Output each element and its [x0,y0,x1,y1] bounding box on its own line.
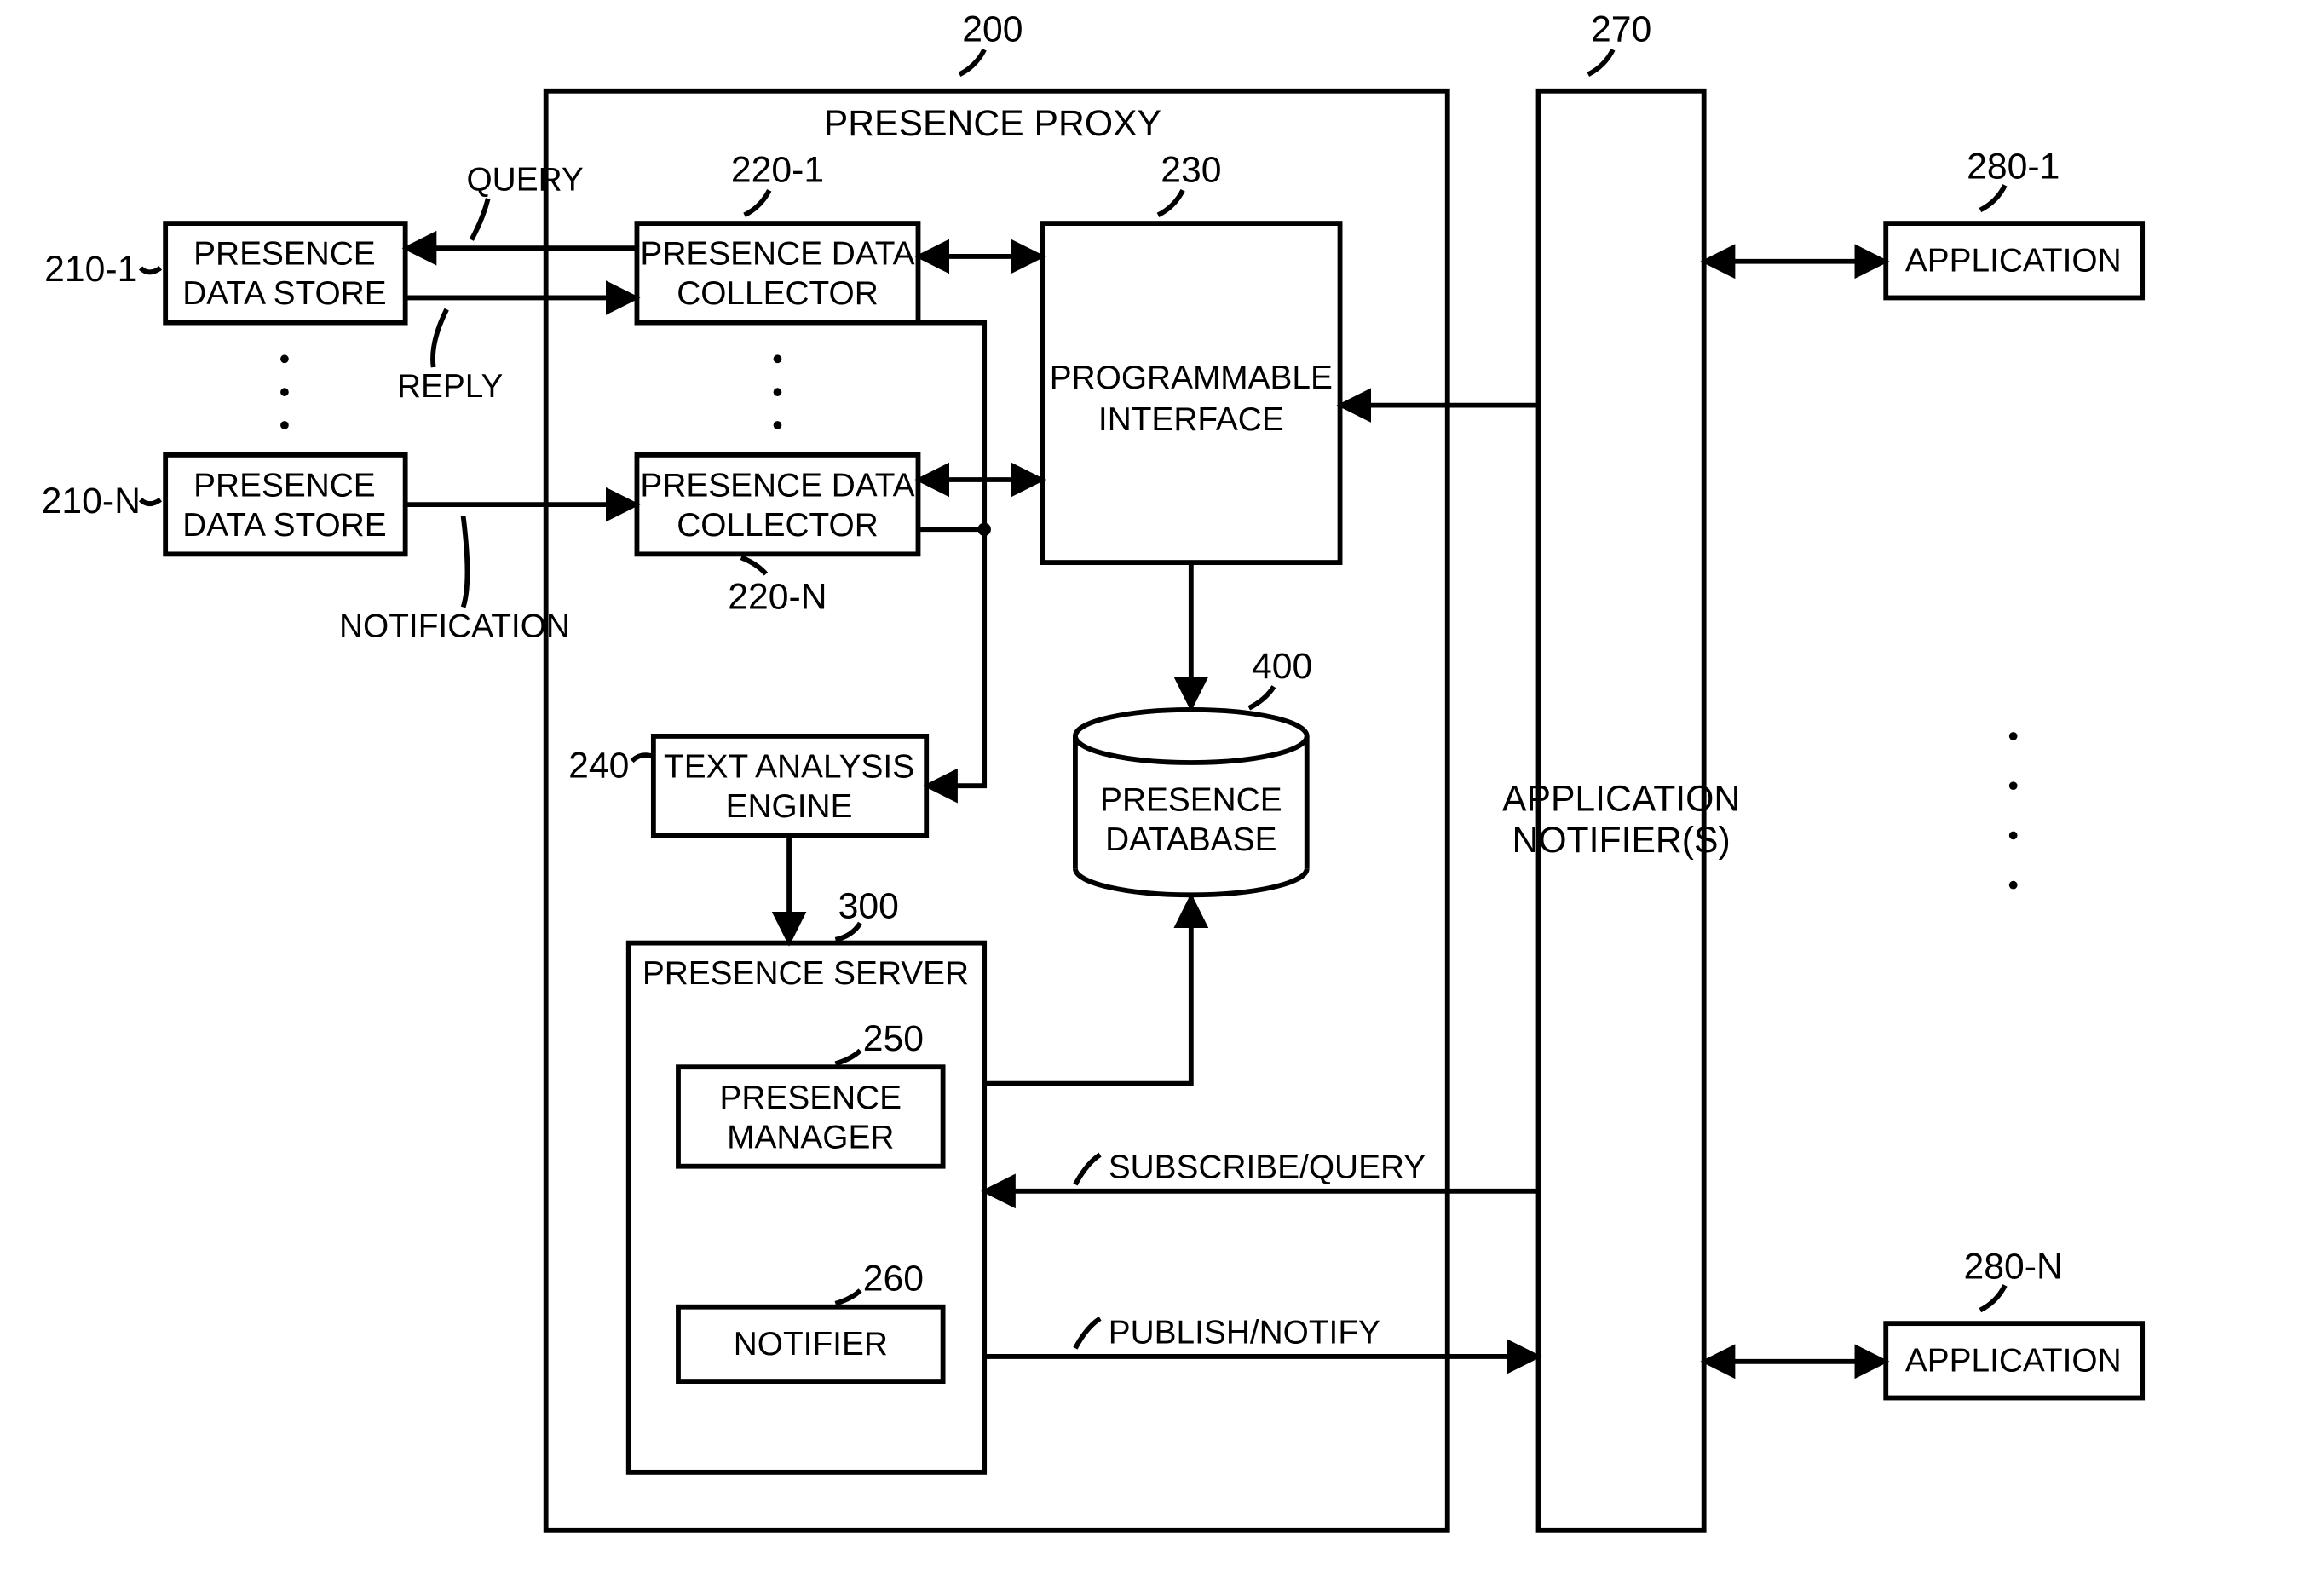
dots-ds [280,354,289,363]
dots-app [2009,832,2018,840]
leader-270 [1588,49,1613,74]
dots-app [2009,881,2018,890]
leader-210-1 [141,268,160,273]
edge-subscribe-label: SUBSCRIBE/QUERY [1109,1149,1426,1185]
ref-300: 300 [838,885,899,926]
leader-240 [632,755,652,761]
leader-230 [1158,190,1183,215]
prog-iface-a: PROGRAMMABLE [1050,360,1333,396]
data-store-n-b: DATA STORE [182,507,386,544]
notifier-label: NOTIFIER [734,1326,888,1363]
application-1-label: APPLICATION [1905,242,2122,279]
ref-400: 400 [1252,646,1312,687]
ref-250: 250 [863,1018,924,1059]
leader-220-n [741,557,766,573]
leader-210-n [141,499,160,504]
dots-col [774,388,782,396]
dots-app [2009,732,2018,740]
app-notifier-label-b: NOTIFIER(S) [1512,820,1730,861]
collector-n-b: COLLECTOR [677,507,879,544]
text-engine-b: ENGINE [726,788,853,825]
edge-server-db [984,896,1191,1083]
database-icon: PRESENCE DATABASE [1075,710,1307,895]
data-store-1-a: PRESENCE [193,236,376,273]
ref-220-1: 220-1 [731,150,824,191]
le“-publish [1075,1318,1100,1348]
ref-240: 240 [568,745,629,786]
leader-query [471,199,487,240]
leader-280-1 [1980,185,2005,210]
dots-ds [280,421,289,429]
edge-query-label: QUERY [466,161,583,198]
edge-reply-label: REPLY [397,368,504,405]
edge-junction-engine [926,529,984,786]
dots-col [774,421,782,429]
database-a: PRESENCE [1100,781,1282,818]
database-b: DATABASE [1105,821,1276,858]
prog-iface-b: INTERFACE [1098,401,1284,438]
data-store-n-a: PRESENCE [193,467,376,504]
dots-col [774,354,782,363]
presence-proxy-label: PRESENCE PROXY [824,103,1161,144]
ref-280-1: 280-1 [1967,147,2060,187]
architecture-diagram: PRESENCE PROXY 200 APPLICATION NOTIFIER(… [0,0,2316,1588]
edge-notification-label: NOTIFICATION [339,608,570,644]
ref-260: 260 [863,1258,924,1299]
collector-n-a: PRESENCE DATA [640,467,914,504]
leader-notification [464,516,468,608]
application-n-label: APPLICATION [1905,1342,2122,1379]
dots-app [2009,781,2018,790]
edge-publish-label: PUBLISH/NOTIFY [1109,1314,1380,1351]
presence-server-label: PRESENCE SERVER [642,955,969,992]
leader-250 [835,1051,860,1064]
data-store-1-b: DATA STORE [182,275,386,312]
ref-210-n: 210-N [42,481,141,521]
ref-220-n: 220-N [728,576,827,617]
collector-1-a: PRESENCE DATA [640,236,914,273]
ref-210-1: 210-1 [44,249,137,290]
leader-280-n [1980,1285,2005,1310]
presence-mgr-b: MANAGER [727,1119,894,1155]
text-engine-a: TEXT ANALYSIS [664,748,914,785]
app-notifier-label-a: APPLICATION [1502,778,1740,819]
leader-200 [959,49,984,74]
presence-mgr-a: PRESENCE [720,1080,902,1116]
leader-reply [433,309,446,367]
collector-1-b: COLLECTOR [677,275,879,312]
dots-ds [280,388,289,396]
leader-400 [1249,687,1274,708]
leader-260 [835,1290,860,1304]
ref-230: 230 [1161,150,1221,191]
presence-server-box [629,943,984,1472]
leader-220-1 [745,190,769,215]
ref-270: 270 [1591,9,1651,50]
ref-200: 200 [962,9,1023,50]
ref-280-n: 280-N [1964,1247,2063,1288]
leader-subscribe [1075,1155,1100,1184]
